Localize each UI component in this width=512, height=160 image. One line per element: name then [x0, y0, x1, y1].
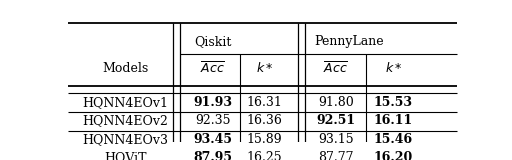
Text: $k*$: $k*$	[255, 61, 273, 76]
Text: 92.51: 92.51	[316, 114, 355, 127]
Text: 15.89: 15.89	[247, 133, 282, 146]
Text: HQNN4EOv1: HQNN4EOv1	[82, 96, 168, 109]
Text: Qiskit: Qiskit	[194, 35, 231, 48]
Text: 16.36: 16.36	[246, 114, 282, 127]
Text: 16.20: 16.20	[374, 151, 413, 160]
Text: 15.53: 15.53	[374, 96, 413, 109]
Text: $k*$: $k*$	[385, 61, 402, 76]
Text: $\overline{Acc}$: $\overline{Acc}$	[323, 61, 348, 76]
Text: Models: Models	[102, 62, 148, 75]
Text: 91.93: 91.93	[194, 96, 232, 109]
Text: HQNN4EOv3: HQNN4EOv3	[82, 133, 168, 146]
Text: 92.35: 92.35	[195, 114, 230, 127]
Text: 93.15: 93.15	[318, 133, 354, 146]
Text: 87.77: 87.77	[318, 151, 354, 160]
Text: 15.46: 15.46	[374, 133, 413, 146]
Text: $\overline{Acc}$: $\overline{Acc}$	[200, 61, 225, 76]
Text: 16.31: 16.31	[246, 96, 282, 109]
Text: 93.45: 93.45	[194, 133, 232, 146]
Text: PennyLane: PennyLane	[314, 35, 383, 48]
Text: HQViT: HQViT	[104, 151, 147, 160]
Text: 16.25: 16.25	[247, 151, 282, 160]
Text: HQNN4EOv2: HQNN4EOv2	[82, 114, 168, 127]
Text: 91.80: 91.80	[318, 96, 354, 109]
Text: 87.95: 87.95	[194, 151, 232, 160]
Text: 16.11: 16.11	[374, 114, 413, 127]
